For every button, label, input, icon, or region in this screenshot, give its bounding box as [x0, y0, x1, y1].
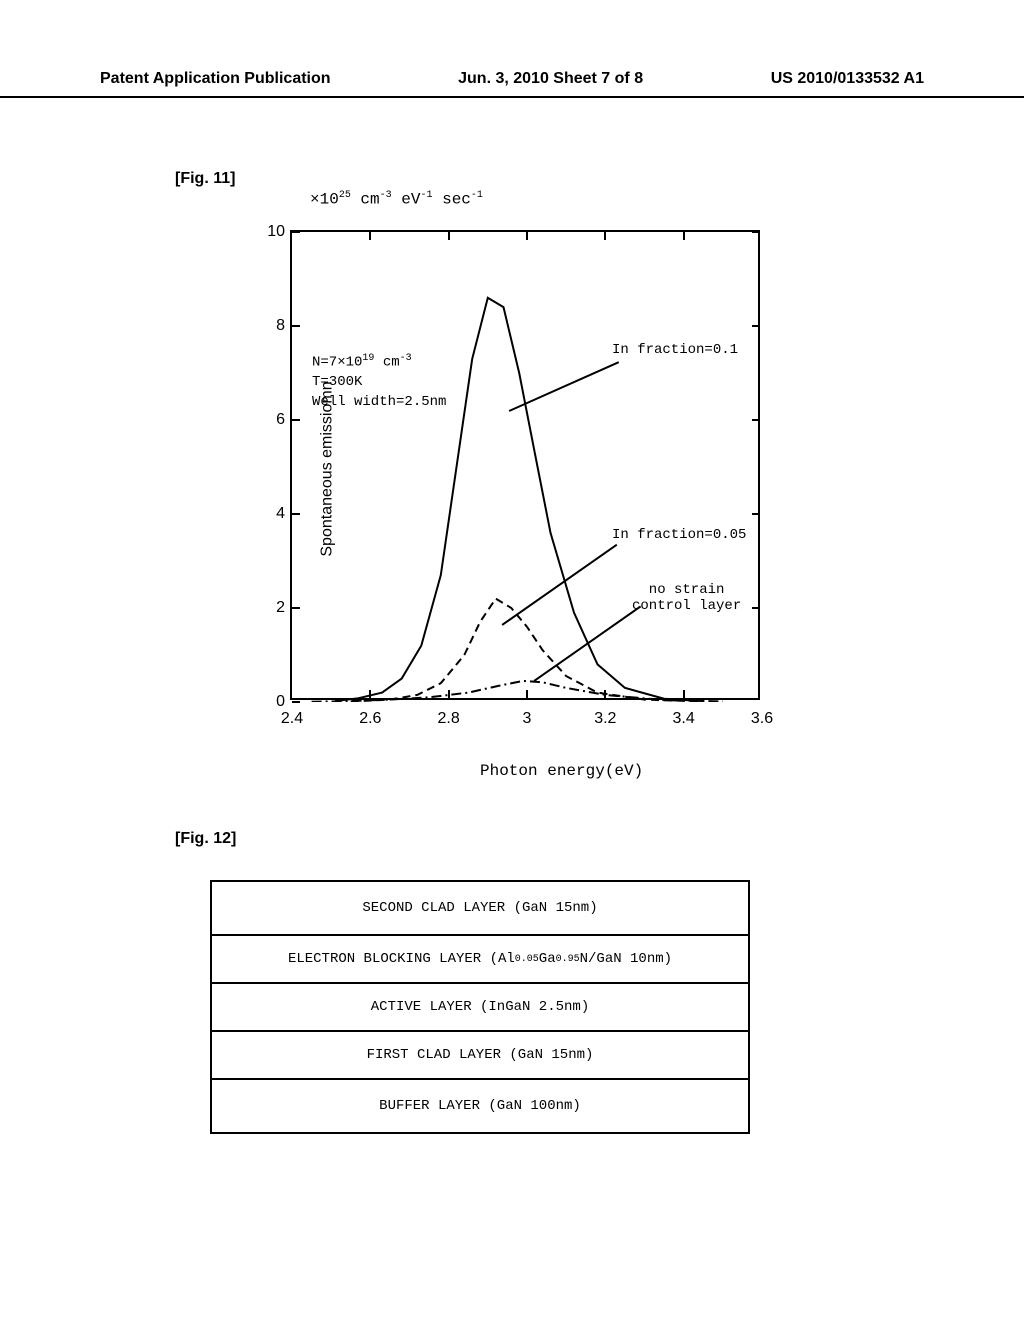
chart-curves — [292, 232, 762, 702]
y-axis-units: ×1025 cm-3 eV-1 sec-1 — [310, 190, 483, 208]
xtick — [526, 690, 528, 698]
x-axis-label: Photon energy(eV) — [480, 762, 643, 780]
ytick-label: 10 — [257, 223, 285, 241]
xtick-label: 3.6 — [742, 710, 782, 728]
ytick — [292, 325, 300, 327]
annot-no-strain: no straincontrol layer — [632, 582, 741, 614]
ytick — [292, 419, 300, 421]
xtick — [369, 690, 371, 698]
xtick-label: 3 — [507, 710, 547, 728]
page-header: Patent Application Publication Jun. 3, 2… — [0, 70, 1024, 98]
ytick — [292, 513, 300, 515]
ytick — [752, 513, 760, 515]
xtick-label: 2.6 — [350, 710, 390, 728]
chart-parameters: N=7×1019 cm-3T=300KWell width=2.5nm — [312, 352, 446, 412]
xtick-label: 3.2 — [585, 710, 625, 728]
xtick — [604, 690, 606, 698]
xtick — [604, 232, 606, 240]
figure-12-label: [Fig. 12] — [175, 830, 236, 848]
device-layer: BUFFER LAYER (GaN 100nm) — [210, 1078, 750, 1134]
device-layer: ELECTRON BLOCKING LAYER (Al0.05Ga0.95N/G… — [210, 934, 750, 984]
ytick-label: 6 — [257, 411, 285, 429]
xtick — [448, 232, 450, 240]
xtick — [526, 232, 528, 240]
xtick — [683, 232, 685, 240]
ytick — [752, 419, 760, 421]
ytick — [752, 231, 760, 233]
ytick-label: 8 — [257, 317, 285, 335]
device-layer: SECOND CLAD LAYER (GaN 15nm) — [210, 880, 750, 936]
plot-area: N=7×1019 cm-3T=300KWell width=2.5nm In f… — [290, 230, 760, 700]
figure-11-label: [Fig. 11] — [175, 170, 235, 188]
xtick — [369, 232, 371, 240]
ytick — [752, 325, 760, 327]
ytick — [292, 231, 300, 233]
spontaneous-emission-chart: ×1025 cm-3 eV-1 sec-1 Spontaneous emissi… — [200, 190, 780, 790]
ytick — [752, 607, 760, 609]
xtick — [448, 690, 450, 698]
xtick-label: 3.4 — [664, 710, 704, 728]
annot-in-0.1: In fraction=0.1 — [612, 342, 738, 358]
ytick-label: 0 — [257, 693, 285, 711]
device-layer: ACTIVE LAYER (InGaN 2.5nm) — [210, 982, 750, 1032]
ytick-label: 2 — [257, 599, 285, 617]
annot-in-0.05: In fraction=0.05 — [612, 527, 746, 543]
ytick — [292, 701, 300, 703]
xtick — [683, 690, 685, 698]
header-right: US 2010/0133532 A1 — [771, 70, 924, 88]
ytick — [292, 607, 300, 609]
layer-stack-diagram: SECOND CLAD LAYER (GaN 15nm)ELECTRON BLO… — [210, 880, 750, 1134]
xtick-label: 2.4 — [272, 710, 312, 728]
header-left: Patent Application Publication — [100, 70, 331, 88]
xtick-label: 2.8 — [429, 710, 469, 728]
device-layer: FIRST CLAD LAYER (GaN 15nm) — [210, 1030, 750, 1080]
curve-in-fraction-0.05 — [351, 599, 704, 702]
header-center: Jun. 3, 2010 Sheet 7 of 8 — [458, 70, 643, 88]
ytick-label: 4 — [257, 505, 285, 523]
